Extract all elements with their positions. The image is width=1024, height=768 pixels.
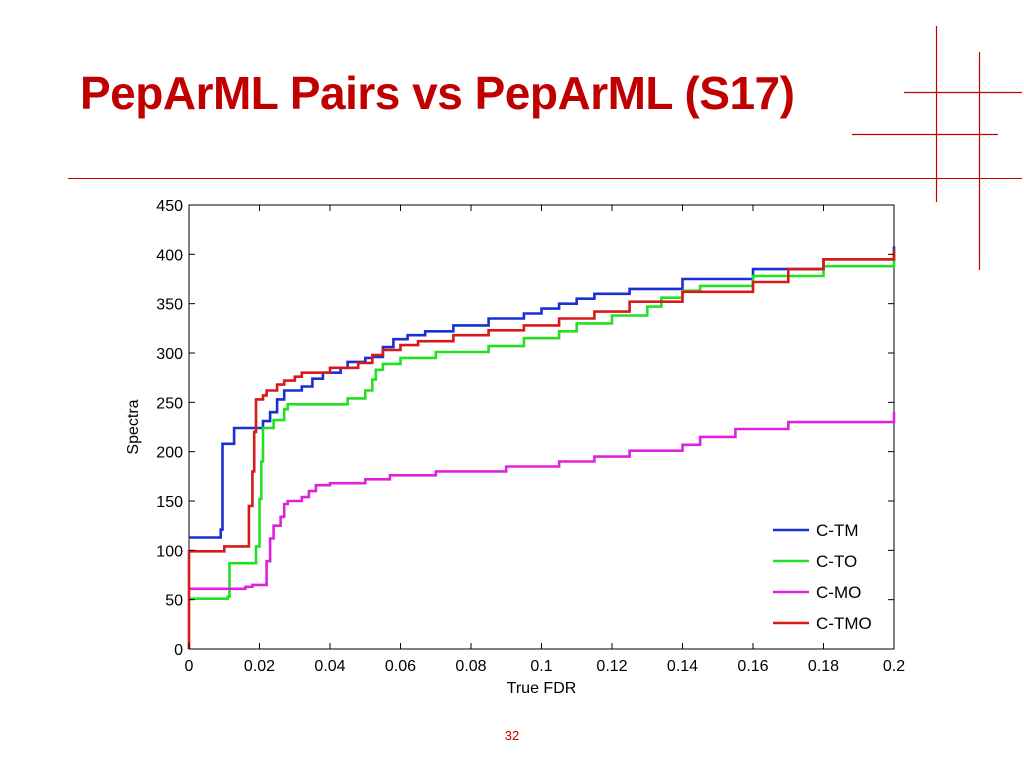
plot-area (188, 204, 895, 650)
x-tick-label: 0.1 (530, 658, 552, 675)
y-tick-label: 400 (156, 247, 183, 264)
series-line-c-to (189, 254, 896, 600)
legend-label-c-mo: C-MO (816, 583, 861, 602)
legend: C-TM C-TO C-MO C-TMO (773, 521, 872, 633)
x-tick-label: 0.2 (883, 658, 905, 675)
y-tick-label: 200 (156, 445, 183, 462)
x-tick-label: 0.16 (737, 658, 768, 675)
legend-label-c-tmo: C-TMO (816, 614, 872, 633)
x-axis-label: True FDR (507, 680, 577, 697)
x-tick-label: 0.14 (667, 658, 698, 675)
x-tick-label: 0.06 (385, 658, 416, 675)
plot-frame (188, 204, 895, 650)
x-tick-label: 0.18 (808, 658, 839, 675)
series-line-c-tmo (187, 249, 896, 649)
y-tick-label: 0 (174, 642, 183, 659)
slide-title: PepArML Pairs vs PepArML (S17) (80, 67, 795, 119)
x-tick-label: 0.08 (455, 658, 486, 675)
line-chart: 0 0.02 0.04 0.06 0.08 0.1 0.12 0.14 0.16 0.18 0.2 0… (125, 198, 905, 697)
tick-layer: 0 0.02 0.04 0.06 0.08 0.1 0.12 0.14 0.16 0.18 0.2 0… (156, 198, 905, 675)
y-tick-label: 350 (156, 297, 183, 314)
x-tick-label: 0 (185, 658, 194, 675)
x-tick-label: 0.12 (596, 658, 627, 675)
y-tick-label: 300 (156, 346, 183, 363)
series-line-c-mo (189, 412, 896, 591)
y-tick-label: 50 (165, 593, 183, 610)
y-tick-label: 250 (156, 395, 183, 412)
legend-label-c-tm: C-TM (816, 521, 858, 540)
y-axis-label: Spectra (125, 399, 142, 454)
x-tick-label: 0.04 (314, 658, 345, 675)
y-tick-label: 150 (156, 494, 183, 511)
legend-label-c-to: C-TO (816, 552, 857, 571)
series-layer (187, 246, 896, 649)
page-number: 32 (504, 728, 520, 743)
y-tick-label: 450 (156, 198, 183, 215)
series-line-c-tm (189, 246, 896, 539)
y-tick-label: 100 (156, 543, 183, 560)
x-tick-label: 0.02 (244, 658, 275, 675)
